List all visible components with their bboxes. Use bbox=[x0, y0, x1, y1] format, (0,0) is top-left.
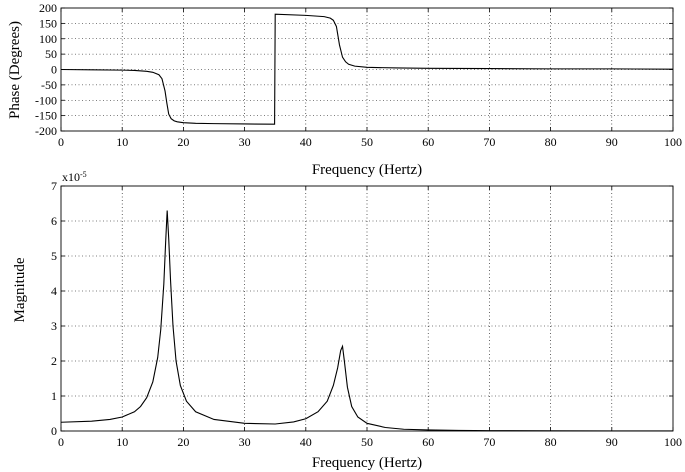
magnitude-x-axis-label: Frequency (Hertz) bbox=[312, 455, 422, 471]
phase-x-tick-label: 50 bbox=[361, 135, 373, 149]
magnitude-x-tick-label: 60 bbox=[422, 435, 434, 449]
magnitude-y-tick-label: 4 bbox=[51, 284, 57, 298]
magnitude-x-tick-label: 10 bbox=[116, 435, 128, 449]
magnitude-y-tick-label: 3 bbox=[51, 319, 57, 333]
phase-x-tick-label: 70 bbox=[483, 135, 495, 149]
magnitude-x-tick-label: 20 bbox=[177, 435, 189, 449]
phase-x-tick-label: 40 bbox=[300, 135, 312, 149]
magnitude-x-tick-label: 40 bbox=[300, 435, 312, 449]
phase-x-tick-label: 10 bbox=[116, 135, 128, 149]
magnitude-y-tick-label: 5 bbox=[51, 249, 57, 263]
magnitude-series-line bbox=[60, 210, 674, 432]
phase-x-tick-label: 60 bbox=[422, 135, 434, 149]
phase-series-line bbox=[60, 13, 674, 125]
phase-x-tick-label: 30 bbox=[239, 135, 251, 149]
magnitude-x-tick-label: 100 bbox=[664, 435, 682, 449]
phase-y-tick-label: 200 bbox=[39, 1, 57, 15]
phase-y-tick-label: -150 bbox=[35, 109, 57, 123]
magnitude-x-tick-label: 80 bbox=[545, 435, 557, 449]
magnitude-y-tick-label: 7 bbox=[51, 179, 57, 193]
phase-y-tick-label: 0 bbox=[51, 63, 57, 77]
phase-x-axis-label: Frequency (Hertz) bbox=[312, 162, 422, 178]
phase-x-tick-label: 20 bbox=[177, 135, 189, 149]
phase-y-axis-label: Phase (Degrees) bbox=[7, 21, 23, 119]
magnitude-x-tick-label: 50 bbox=[361, 435, 373, 449]
phase-x-tick-label: 100 bbox=[664, 135, 682, 149]
phase-y-tick-label: -200 bbox=[35, 124, 57, 138]
magnitude-x-tick-label: 30 bbox=[239, 435, 251, 449]
phase-y-tick-label: 50 bbox=[45, 47, 57, 61]
phase-x-tick-label: 0 bbox=[58, 135, 64, 149]
magnitude-x-tick-label: 0 bbox=[58, 435, 64, 449]
phase-chart: 0 10 20 30 40 50 60 70 80 90 100-200-150-100-50050… bbox=[35, 1, 682, 149]
magnitude-y-axis-label: Magnitude bbox=[12, 257, 28, 322]
magnitude-y-tick-label: 0 bbox=[51, 424, 57, 438]
magnitude-y-tick-label: 2 bbox=[51, 354, 57, 368]
magnitude-x-tick-label: 90 bbox=[606, 435, 618, 449]
phase-y-tick-label: -50 bbox=[41, 78, 57, 92]
magnitude-x-tick-label: 70 bbox=[483, 435, 495, 449]
phase-x-tick-label: 80 bbox=[545, 135, 557, 149]
magnitude-y-tick-label: 6 bbox=[51, 214, 57, 228]
phase-y-tick-label: 100 bbox=[39, 32, 57, 46]
magnitude-y-multiplier: x10-5 bbox=[62, 170, 87, 184]
magnitude-chart: 0 10 20 30 40 50 60 70 80 90 100 0 1 2 3 4 5 6 7 bbox=[51, 179, 682, 449]
phase-y-tick-label: 150 bbox=[39, 16, 57, 30]
magnitude-y-tick-label: 1 bbox=[51, 389, 57, 403]
phase-y-tick-label: -100 bbox=[35, 93, 57, 107]
phase-x-tick-label: 90 bbox=[606, 135, 618, 149]
